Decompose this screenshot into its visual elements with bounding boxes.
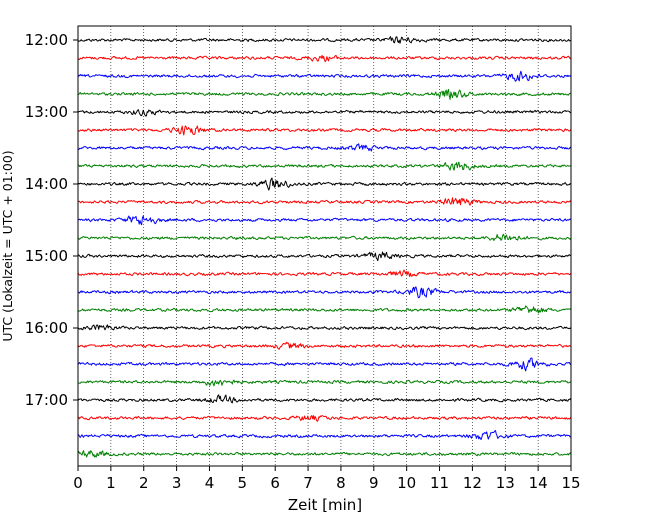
x-tick-label: 15 (561, 474, 580, 492)
x-tick-label: 14 (529, 474, 548, 492)
y-tick-label: 16:00 (25, 319, 68, 337)
y-tick-label: 13:00 (25, 103, 68, 121)
x-tick-label: 12 (463, 474, 482, 492)
y-tick-label: 17:00 (25, 391, 68, 409)
y-tick-label: 14:00 (25, 175, 68, 193)
x-tick-label: 7 (303, 474, 313, 492)
x-tick-label: 4 (205, 474, 215, 492)
x-tick-label: 11 (430, 474, 449, 492)
x-axis-label: Zeit [min] (288, 496, 362, 514)
x-tick-label: 10 (397, 474, 416, 492)
x-tick-label: 1 (106, 474, 116, 492)
x-tick-label: 8 (336, 474, 346, 492)
x-tick-label: 3 (172, 474, 182, 492)
x-tick-label: 6 (270, 474, 280, 492)
y-tick-label: 12:00 (25, 31, 68, 49)
y-tick-label: 15:00 (25, 247, 68, 265)
x-tick-label: 9 (369, 474, 379, 492)
x-tick-label: 5 (238, 474, 248, 492)
x-tick-label: 0 (73, 474, 83, 492)
x-tick-label: 2 (139, 474, 149, 492)
y-axis-label: UTC (Lokalzeit = UTC + 01:00) (0, 150, 15, 341)
x-tick-label: 13 (496, 474, 515, 492)
